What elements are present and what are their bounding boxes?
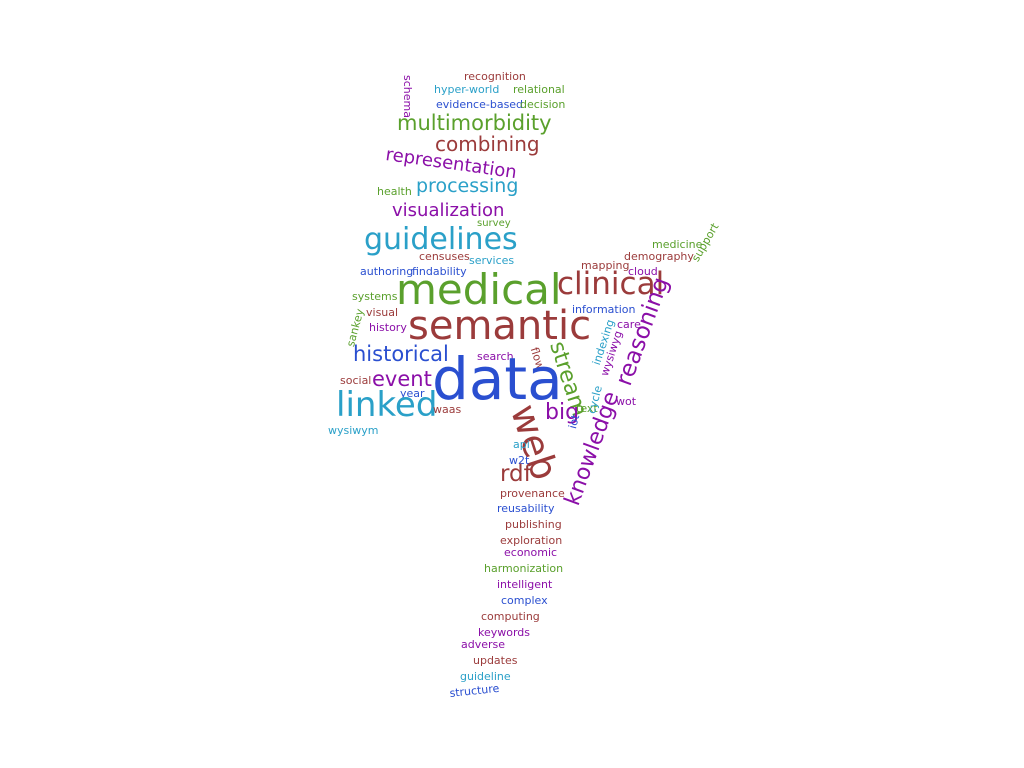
word-combining: combining — [435, 132, 540, 156]
word-mapping: mapping — [581, 259, 630, 272]
word-text: text — [576, 402, 598, 415]
word-visual: visual — [366, 306, 399, 319]
word-history: history — [369, 321, 407, 334]
word-economic: economic — [504, 546, 558, 559]
word-guideline: guideline — [460, 670, 511, 683]
word-semantic: semantic — [408, 303, 592, 349]
word-intelligent: intelligent — [497, 578, 553, 591]
word-updates: updates — [473, 654, 518, 667]
word-authoring: authoring — [360, 265, 414, 278]
word-year: year — [400, 387, 425, 400]
word-censuses: censuses — [419, 250, 470, 263]
word-visualization: visualization — [392, 200, 505, 221]
word-complex: complex — [501, 594, 548, 607]
word-linked: linked — [336, 385, 438, 425]
word-wysiwym: wysiwym — [328, 424, 379, 437]
word-historical: historical — [353, 342, 449, 366]
word-computing: computing — [481, 610, 540, 623]
word-exploration: exploration — [500, 534, 563, 547]
word-rdf: rdf — [500, 461, 532, 487]
word-systems: systems — [352, 290, 398, 303]
word-event: event — [372, 367, 432, 391]
word-reusability: reusability — [497, 502, 555, 515]
word-keywords: keywords — [478, 626, 531, 639]
word-publishing: publishing — [505, 518, 562, 531]
word-demography: demography — [624, 250, 694, 263]
word-services: services — [469, 254, 515, 267]
word-medicine: medicine — [652, 238, 703, 251]
word-relational: relational — [513, 83, 565, 96]
word-api: api — [513, 438, 530, 451]
word-adverse: adverse — [461, 638, 506, 651]
word-medical: medical — [396, 265, 562, 314]
word-social: social — [340, 374, 372, 387]
word-findability: findability — [412, 265, 467, 278]
word-decision: decision — [520, 98, 566, 111]
word-big: big — [545, 400, 580, 425]
word-wot: wot — [616, 395, 637, 408]
word-clinical: clinical — [557, 266, 665, 302]
word-w2t: w2t — [509, 454, 530, 467]
word-evidence-based: evidence-based — [436, 98, 524, 111]
word-survey: survey — [477, 218, 511, 229]
word-guidelines: guidelines — [364, 222, 518, 257]
word-care: care — [617, 318, 641, 331]
word-provenance: provenance — [500, 487, 565, 500]
word-recognition: recognition — [464, 70, 526, 83]
word-search: search — [477, 350, 514, 363]
word-waas: waas — [433, 403, 462, 416]
word-data: data — [432, 345, 563, 413]
word-harmonization: harmonization — [484, 562, 564, 575]
word-cloud: cloud — [628, 265, 658, 278]
word-information: information — [572, 303, 636, 316]
word-iot: iot — [566, 413, 583, 431]
word-hyper-world: hyper-world — [434, 83, 500, 96]
word-health: health — [377, 185, 412, 198]
word-structure: structure — [448, 681, 500, 700]
word-processing: processing — [416, 175, 519, 197]
word-multimorbidity: multimorbidity — [397, 111, 552, 135]
